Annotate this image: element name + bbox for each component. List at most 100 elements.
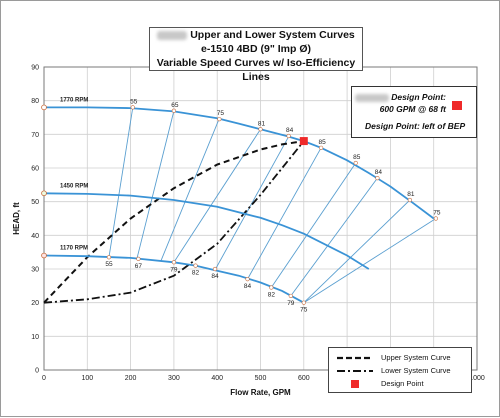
- curve-start-marker: [41, 104, 47, 111]
- x-axis-label: Flow Rate, GPM: [230, 388, 291, 397]
- legend-item-lower-system-curve: Lower System Curve: [337, 366, 451, 375]
- x-tick-label: 600: [298, 375, 310, 382]
- efficiency-label: 79: [287, 300, 295, 307]
- efficiency-label: 85: [319, 139, 327, 146]
- redacted-text: [157, 30, 188, 40]
- efficiency-point: [171, 260, 176, 265]
- efficiency-point: [269, 285, 274, 290]
- efficiency-point: [106, 255, 112, 260]
- efficiency-point: [353, 160, 358, 166]
- title-line-2: e-1510 4BD (9" Imp Ø): [200, 43, 311, 55]
- iso-efficiency-line: [290, 177, 378, 297]
- iso-efficiency-line: [214, 136, 289, 271]
- legend: Upper System Curve Lower System Curve De…: [328, 347, 472, 393]
- efficiency-label: 75: [433, 210, 441, 217]
- title-line-3: Variable Speed Curves w/ Iso-Efficiency …: [156, 57, 356, 83]
- efficiency-point: [286, 133, 291, 139]
- efficiency-label: 82: [268, 292, 276, 299]
- title-line-1: Upper and Lower System Curves: [190, 29, 355, 41]
- efficiency-point: [407, 197, 412, 203]
- y-tick-label: 90: [31, 65, 39, 72]
- curve-start-marker: [41, 190, 47, 197]
- design-point-swatch: [452, 101, 462, 110]
- x-tick-label: 300: [168, 375, 180, 382]
- efficiency-label: 82: [192, 270, 200, 277]
- y-tick-label: 30: [31, 267, 39, 274]
- iso-efficiency-lines: [108, 107, 437, 304]
- efficiency-label: 75: [217, 110, 225, 117]
- iso-efficiency-line: [108, 107, 134, 257]
- x-tick-label: 0: [42, 375, 46, 382]
- efficiency-point: [193, 263, 198, 268]
- efficiency-label: 55: [105, 261, 113, 268]
- x-tick-label: 400: [211, 375, 223, 382]
- x-tick-label: 200: [125, 375, 137, 382]
- x-tick-label: 1000: [469, 375, 485, 382]
- x-tick-label: 100: [81, 375, 93, 382]
- efficiency-point: [136, 256, 141, 262]
- efficiency-label: 55: [130, 98, 138, 105]
- legend-item-upper-system-curve: Upper System Curve: [337, 353, 451, 362]
- iso-efficiency-line: [270, 162, 357, 288]
- design-point-label: Design Point:: [391, 92, 446, 102]
- efficiency-point: [245, 277, 250, 282]
- upper-system-curve: [43, 140, 304, 304]
- efficiency-label: 84: [244, 283, 252, 290]
- efficiency-point: [212, 266, 218, 272]
- efficiency-label: 84: [211, 273, 219, 280]
- efficiency-label: 65: [171, 102, 179, 109]
- rpm-label: 1450 RPM: [60, 183, 88, 189]
- legend-item-design-point: Design Point: [333, 379, 471, 389]
- pump-curve: [44, 106, 435, 220]
- efficiency-label: 75: [300, 307, 308, 314]
- rpm-label: 1170 RPM: [60, 246, 88, 252]
- efficiency-point: [319, 145, 324, 150]
- y-tick-label: 20: [31, 300, 39, 307]
- efficiency-point: [217, 117, 222, 122]
- efficiency-label: 84: [375, 169, 383, 176]
- curve-markers: [41, 104, 438, 305]
- system-curves: [43, 140, 305, 304]
- y-tick-label: 10: [31, 334, 39, 341]
- y-tick-label: 40: [31, 233, 39, 240]
- efficiency-point: [288, 293, 293, 299]
- efficiency-point: [258, 127, 263, 132]
- curve-start-marker: [41, 252, 47, 259]
- y-tick-label: 60: [31, 166, 39, 173]
- rpm-label: 1770 RPM: [60, 97, 88, 103]
- y-tick-label: 50: [31, 199, 39, 206]
- redacted-text: [355, 93, 390, 102]
- iso-efficiency-line: [173, 129, 261, 263]
- iso-efficiency-line: [160, 118, 220, 262]
- design-point-box: Design Point: 600 GPM @ 68 ft Design Poi…: [351, 86, 477, 138]
- y-axis-label: HEAD, ft: [12, 202, 21, 235]
- iso-efficiency-line: [303, 218, 437, 304]
- y-tick-label: 70: [31, 132, 39, 139]
- iso-efficiency-line: [247, 147, 322, 280]
- efficiency-label: 81: [258, 120, 266, 127]
- iso-efficiency-line: [303, 199, 411, 304]
- pump-curve: [43, 192, 370, 270]
- design-point-marker: [299, 137, 308, 146]
- chart-labels: 55 65 75 81 84 85 85 84 81 75 55 67 79 82 84 84 82 79 75 17…: [60, 97, 441, 313]
- x-tick-label: 500: [255, 375, 267, 382]
- efficiency-point: [130, 105, 135, 110]
- iso-efficiency-line: [136, 110, 175, 259]
- efficiency-label: 81: [407, 191, 415, 198]
- efficiency-point: [301, 300, 306, 305]
- efficiency-point: [375, 176, 380, 181]
- efficiency-label: 79: [170, 266, 178, 273]
- chart-title: Upper and Lower System Curves e-1510 4BD…: [149, 27, 363, 83]
- lower-system-curve: [43, 140, 305, 304]
- efficiency-label: 67: [135, 263, 143, 270]
- design-point-value: 600 GPM @ 68 ft: [379, 104, 446, 114]
- y-tick-label: 80: [31, 98, 39, 105]
- efficiency-point: [171, 108, 176, 113]
- efficiency-label: 85: [353, 154, 361, 161]
- design-point-note: Design Point: left of BEP: [365, 121, 466, 131]
- y-tick-label: 0: [35, 368, 39, 375]
- efficiency-label: 84: [286, 127, 294, 134]
- efficiency-point: [433, 216, 438, 221]
